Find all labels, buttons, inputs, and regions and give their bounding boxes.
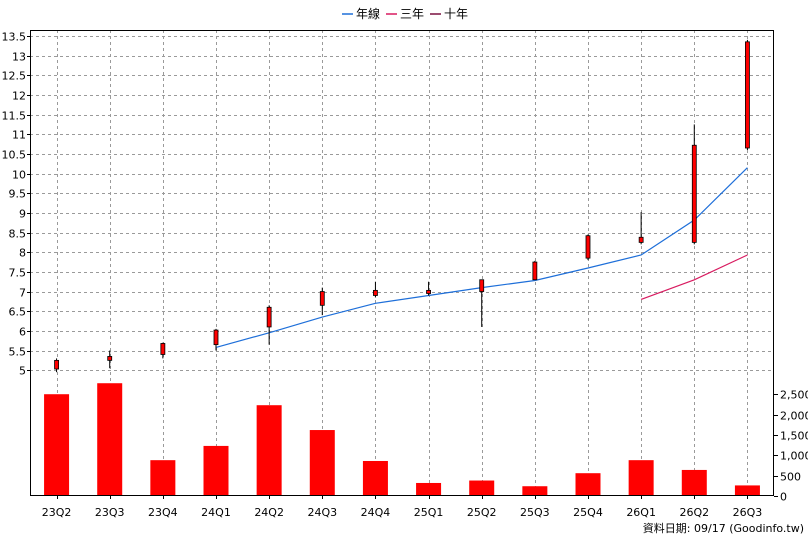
category-tick-label: 24Q3 xyxy=(307,506,337,519)
volume-tick-label: 1,000 xyxy=(780,450,808,463)
price-tick-label: 12.5 xyxy=(2,70,27,83)
legend-item-十年: 十年 xyxy=(430,7,468,21)
category-tick-label: 24Q2 xyxy=(254,506,284,519)
price-tick-label: 7.5 xyxy=(9,267,27,280)
category-tick-label: 23Q2 xyxy=(42,506,72,519)
grid xyxy=(30,30,774,496)
candle-body xyxy=(373,289,378,296)
volume-bar xyxy=(522,486,548,496)
volume-bar xyxy=(575,473,601,496)
candle-body xyxy=(638,236,644,243)
volume-axis: 0 500 1,000 1,500 2,000 2,500 xyxy=(774,389,808,504)
candle-body xyxy=(213,329,219,346)
volume-tick-label: 2,500 xyxy=(780,389,808,402)
volume-tick-label: 0 xyxy=(780,491,787,504)
price-tick-label: 12 xyxy=(12,90,26,103)
category-tick-label: 24Q1 xyxy=(201,506,231,519)
price-tick-label: 6 xyxy=(19,326,26,339)
candlesticks xyxy=(54,39,750,373)
candle-body xyxy=(266,306,272,328)
price-tick-label: 10.5 xyxy=(2,149,27,162)
legend-item-三年: 三年 xyxy=(386,7,424,21)
candle-body xyxy=(426,289,431,294)
ma-line-三年 xyxy=(640,254,748,300)
category-tick-label: 24Q4 xyxy=(361,506,391,519)
source-footer: 資料日期: 09/17 (Goodinfo.tw) xyxy=(643,521,804,535)
candle-body xyxy=(160,343,166,355)
price-tick-label: 9 xyxy=(19,208,26,221)
volume-tick-label: 500 xyxy=(780,471,801,484)
category-tick-label: 23Q4 xyxy=(148,506,178,519)
candle-body xyxy=(532,261,538,281)
volume-tick-label: 2,000 xyxy=(780,410,808,423)
plot-frame xyxy=(30,30,774,496)
category-tick-label: 26Q2 xyxy=(679,506,709,519)
volume-bar xyxy=(44,394,70,496)
legend: 年線 三年 十年 xyxy=(342,6,468,21)
volume-bars xyxy=(44,383,760,496)
volume-bar xyxy=(362,460,388,496)
candle-body xyxy=(319,291,325,306)
volume-bar xyxy=(309,430,335,496)
volume-tick-label: 1,500 xyxy=(780,430,808,443)
category-tick-label: 23Q3 xyxy=(95,506,125,519)
volume-bar xyxy=(150,460,176,496)
price-tick-label: 10 xyxy=(12,169,26,182)
volume-bar xyxy=(416,482,442,496)
price-tick-label: 6.5 xyxy=(9,306,27,319)
legend-label-年線: 年線 xyxy=(356,6,380,21)
price-tick-label: 8 xyxy=(19,247,26,260)
category-tick-label: 25Q2 xyxy=(467,506,497,519)
price-tick-label: 11 xyxy=(12,129,26,142)
price-tick-label: 9.5 xyxy=(9,188,27,201)
candle-body xyxy=(107,356,113,361)
price-tick-label: 5.5 xyxy=(9,346,27,359)
price-tick-label: 8.5 xyxy=(9,228,27,241)
price-axis: 5 5.5 6 6.5 7 7.5 8 8.5 9 9.5 10 10.5 11 11.5 12 12.5 13… xyxy=(2,31,30,378)
legend-item-年線: 年線 xyxy=(342,6,380,21)
category-tick-label: 25Q1 xyxy=(414,506,444,519)
volume-bar xyxy=(628,460,654,496)
price-tick-label: 13.5 xyxy=(2,31,27,44)
candle-body xyxy=(54,359,59,370)
price-tick-label: 11.5 xyxy=(2,110,27,123)
volume-bar xyxy=(734,485,760,496)
category-tick-label: 26Q3 xyxy=(733,506,763,519)
category-tick-label: 26Q1 xyxy=(626,506,656,519)
category-axis: 23Q2 23Q3 23Q4 24Q1 24Q2 24Q3 24Q4 25Q1 25Q2 25Q3… xyxy=(42,496,763,519)
volume-bar xyxy=(97,383,123,496)
volume-bar xyxy=(681,469,707,496)
category-tick-label: 25Q3 xyxy=(520,506,550,519)
price-tick-label: 13 xyxy=(12,51,26,64)
volume-bar xyxy=(469,480,495,496)
price-tick-label: 7 xyxy=(19,287,26,300)
volume-bar xyxy=(256,405,282,496)
candle-body xyxy=(745,41,750,149)
candle-body xyxy=(585,235,591,259)
legend-label-十年: 十年 xyxy=(444,7,468,21)
volume-bar xyxy=(203,445,229,496)
price-tick-label: 5 xyxy=(19,365,26,378)
candle-body xyxy=(479,279,485,292)
candle-body xyxy=(691,144,697,243)
legend-label-三年: 三年 xyxy=(400,7,424,21)
category-tick-label: 25Q4 xyxy=(573,506,603,519)
